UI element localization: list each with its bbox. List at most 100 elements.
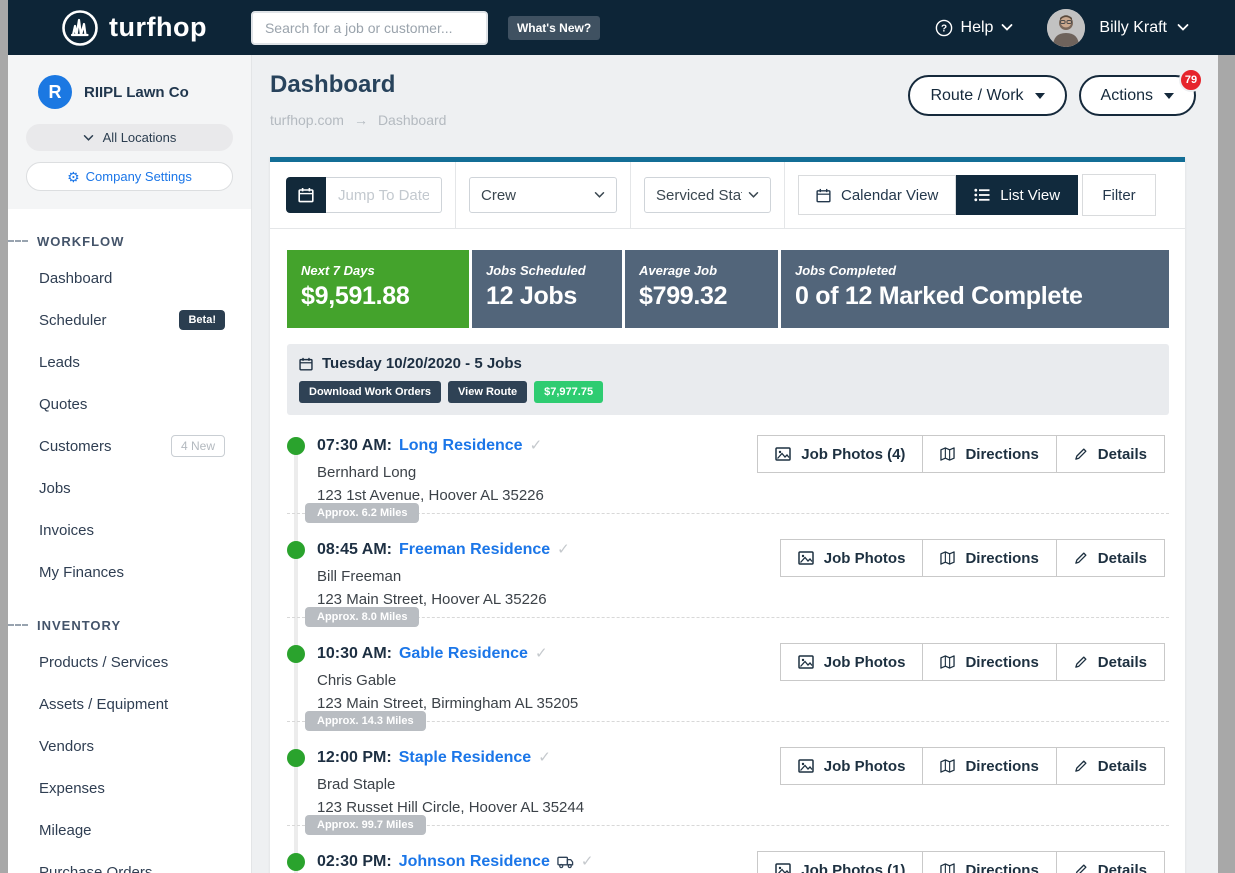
- sidebar-item-vendors[interactable]: Vendors: [8, 725, 251, 767]
- details-button[interactable]: Details: [1055, 435, 1165, 473]
- sidebar-item-label: Dashboard: [39, 269, 113, 287]
- job-customer-link[interactable]: Staple Residence: [398, 749, 532, 766]
- serviced-status-select[interactable]: Serviced Stat: [644, 177, 771, 213]
- actions-dropdown-button[interactable]: Actions 79: [1078, 68, 1203, 116]
- job-separator: Approx. 14.3 Miles: [287, 711, 1169, 731]
- chevron-down-icon: [83, 134, 94, 142]
- pencil-icon: [1074, 551, 1088, 565]
- sidebar-item-label: Products / Services: [39, 653, 169, 671]
- jump-to-date-calendar-button[interactable]: [286, 177, 326, 213]
- photo-icon: [798, 759, 814, 773]
- sidebar-section-workflow: WORKFLOW Dashboard Scheduler Beta! Leads…: [8, 225, 251, 593]
- crew-select[interactable]: Crew: [469, 177, 617, 213]
- brand-logo[interactable]: turfhop: [60, 8, 207, 48]
- directions-button[interactable]: Directions: [922, 851, 1057, 873]
- whats-new-button[interactable]: What's New?: [507, 15, 601, 40]
- stat-value: 0 of 12 Marked Complete: [795, 282, 1083, 310]
- sidebar-item-label: Expenses: [39, 779, 105, 797]
- directions-label: Directions: [965, 757, 1039, 775]
- sidebar-item-invoices[interactable]: Invoices: [8, 509, 251, 551]
- job-customer-link[interactable]: Freeman Residence: [398, 541, 551, 558]
- sidebar-item-assets-equipment[interactable]: Assets / Equipment: [8, 683, 251, 725]
- directions-button[interactable]: Directions: [922, 747, 1057, 785]
- details-label: Details: [1097, 861, 1147, 873]
- avatar[interactable]: [1047, 8, 1086, 47]
- job-photos-button[interactable]: Job Photos: [779, 539, 924, 577]
- directions-label: Directions: [965, 861, 1039, 873]
- job-row: 02:30 PM: Johnson Residence ✓ Dustin Jon…: [287, 850, 1169, 873]
- job-actions: Job Photos Directions Details: [779, 643, 1165, 681]
- sidebar-item-scheduler[interactable]: Scheduler Beta!: [8, 299, 251, 341]
- view-route-button[interactable]: View Route: [448, 381, 528, 403]
- user-menu[interactable]: Billy Kraft: [1099, 19, 1189, 37]
- sidebar-item-expenses[interactable]: Expenses: [8, 767, 251, 809]
- details-button[interactable]: Details: [1055, 747, 1165, 785]
- sidebar-item-dashboard[interactable]: Dashboard: [8, 257, 251, 299]
- company-logo: R: [38, 75, 72, 109]
- miles-badge: Approx. 8.0 Miles: [305, 607, 420, 627]
- breadcrumb-site[interactable]: turfhop.com: [270, 112, 344, 128]
- route-work-dropdown-button[interactable]: Route / Work: [908, 75, 1067, 116]
- directions-label: Directions: [965, 445, 1039, 463]
- details-label: Details: [1097, 549, 1147, 567]
- sidebar-item-products-services[interactable]: Products / Services: [8, 641, 251, 683]
- day-total-badge: $7,977.75: [534, 381, 604, 403]
- directions-button[interactable]: Directions: [922, 435, 1057, 473]
- jump-to-date-input[interactable]: [326, 177, 442, 213]
- job-customer-link[interactable]: Long Residence: [398, 437, 523, 454]
- route-work-label: Route / Work: [930, 86, 1024, 104]
- stat-value: $9,591.88: [301, 282, 410, 310]
- photo-icon: [775, 863, 792, 873]
- download-work-orders-button[interactable]: Download Work Orders: [299, 381, 442, 403]
- job-time: 12:00 PM:: [317, 749, 392, 766]
- job-photos-button[interactable]: Job Photos: [779, 643, 924, 681]
- job-row: 10:30 AM: Gable Residence ✓ Chris Gable …: [287, 642, 1169, 746]
- search-input[interactable]: [250, 10, 488, 45]
- sidebar-item-jobs[interactable]: Jobs: [8, 467, 251, 509]
- list-view-button[interactable]: List View: [956, 175, 1079, 215]
- stat-label: Jobs Scheduled: [486, 263, 586, 278]
- details-button[interactable]: Details: [1055, 851, 1165, 873]
- pencil-icon: [1074, 655, 1088, 669]
- locations-label: All Locations: [102, 130, 177, 145]
- job-customer-link[interactable]: Johnson Residence: [398, 853, 550, 870]
- sidebar-item-quotes[interactable]: Quotes: [8, 383, 251, 425]
- sidebar-item-label: Mileage: [39, 821, 92, 839]
- job-actions: Job Photos Directions Details: [779, 539, 1165, 577]
- sidebar-item-label: Invoices: [39, 521, 95, 539]
- company-row: R RIIPL Lawn Co: [38, 75, 233, 109]
- sidebar-item-my-finances[interactable]: My Finances: [8, 551, 251, 593]
- sidebar-item-customers[interactable]: Customers 4 New: [8, 425, 251, 467]
- chevron-down-icon: [594, 191, 605, 199]
- miles-badge: Approx. 14.3 Miles: [305, 711, 426, 731]
- job-photos-button[interactable]: Job Photos: [779, 747, 924, 785]
- directions-button[interactable]: Directions: [922, 539, 1057, 577]
- company-settings-button[interactable]: ⚙ Company Settings: [26, 162, 233, 191]
- filter-button[interactable]: Filter: [1082, 174, 1156, 216]
- caret-down-icon: [1164, 92, 1174, 99]
- page-title: Dashboard: [270, 71, 396, 98]
- toolbar-divider: [455, 162, 456, 228]
- job-row: 08:45 AM: Freeman Residence ✓ Bill Freem…: [287, 538, 1169, 642]
- toolbar-divider: [630, 162, 631, 228]
- directions-button[interactable]: Directions: [922, 643, 1057, 681]
- help-menu[interactable]: ? Help: [935, 19, 1014, 37]
- right-scrollbar[interactable]: [1218, 55, 1235, 873]
- job-actions: Job Photos (4) Directions Details: [757, 435, 1165, 473]
- job-photos-button[interactable]: Job Photos (4): [757, 435, 924, 473]
- details-button[interactable]: Details: [1055, 539, 1165, 577]
- locations-dropdown[interactable]: All Locations: [26, 124, 233, 151]
- sidebar-item-mileage[interactable]: Mileage: [8, 809, 251, 851]
- sidebar-item-leads[interactable]: Leads: [8, 341, 251, 383]
- stat-label: Average Job: [639, 263, 718, 278]
- job-photos-button[interactable]: Job Photos (1): [757, 851, 924, 873]
- job-customer-link[interactable]: Gable Residence: [398, 645, 528, 662]
- left-scrollbar[interactable]: [0, 0, 8, 873]
- sidebar-item-purchase-orders[interactable]: Purchase Orders: [8, 851, 251, 873]
- map-icon: [940, 759, 956, 773]
- serviced-status-value: Serviced Stat: [656, 186, 742, 204]
- pencil-icon: [1074, 863, 1088, 873]
- details-button[interactable]: Details: [1055, 643, 1165, 681]
- calendar-view-button[interactable]: Calendar View: [798, 175, 957, 215]
- job-status-dot: [287, 437, 305, 455]
